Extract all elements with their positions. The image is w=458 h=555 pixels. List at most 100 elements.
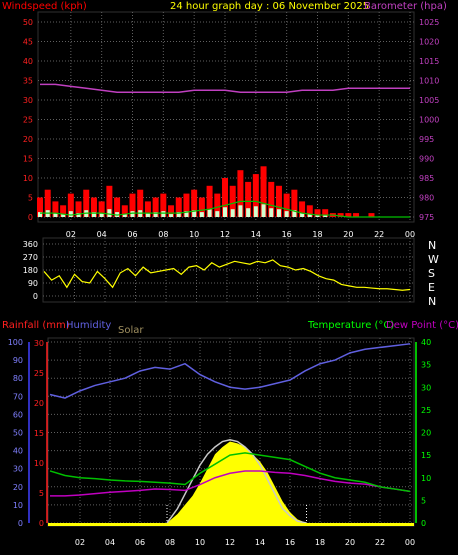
baro-y-tick-label: 1025 bbox=[419, 18, 439, 27]
wind-gust-bar bbox=[114, 197, 121, 217]
wind-average-line bbox=[40, 200, 410, 218]
wind-gust-bar bbox=[60, 205, 67, 217]
compass-tick-label: W bbox=[428, 253, 439, 266]
wind-y-tick-label: 45 bbox=[23, 38, 33, 47]
wind-gust-bar bbox=[299, 201, 306, 217]
bot-x-tick-label: 02 bbox=[75, 538, 85, 547]
wind-speed-bar bbox=[269, 208, 274, 217]
wind-speed-bar bbox=[169, 214, 174, 217]
wind-gust-bar bbox=[90, 197, 97, 217]
rain-y-tick-label: 15 bbox=[34, 429, 44, 438]
wind-gust-bar bbox=[67, 193, 74, 217]
wind-speed-bar bbox=[199, 212, 204, 217]
wind-speed-bar bbox=[230, 209, 235, 217]
wind-gust-bar bbox=[368, 213, 375, 217]
wind-speed-bar bbox=[184, 211, 189, 217]
wind-y-tick-label: 10 bbox=[23, 174, 33, 183]
top-x-tick-label: 16 bbox=[282, 230, 292, 239]
wind-y-tick-label: 50 bbox=[23, 18, 33, 27]
baro-y-tick-label: 1005 bbox=[419, 96, 439, 105]
wind-speed-bar bbox=[122, 214, 127, 217]
bot-x-tick-label: 14 bbox=[255, 538, 265, 547]
direction-y-tick-label: 270 bbox=[23, 253, 38, 262]
baro-y-tick-label: 990 bbox=[419, 155, 434, 164]
temp-y-tick-label: 0 bbox=[421, 519, 426, 528]
wind-speed-bar bbox=[223, 207, 227, 217]
bot-x-tick-label: 06 bbox=[135, 538, 145, 547]
bot-x-tick-label: 04 bbox=[105, 538, 115, 547]
wind-speed-bar bbox=[315, 215, 320, 217]
wind-gust-bar bbox=[121, 205, 128, 217]
wind-gust-bar bbox=[75, 201, 82, 217]
direction-grid bbox=[43, 238, 414, 302]
wind-gust-bar bbox=[237, 170, 244, 217]
compass-tick-label: S bbox=[428, 267, 435, 280]
wind-speed-bar bbox=[276, 209, 281, 217]
baro-y-tick-label: 980 bbox=[419, 194, 434, 203]
wind-speed-bar bbox=[68, 211, 73, 217]
wind-speed-bar bbox=[192, 210, 197, 217]
wind-speed-bar bbox=[246, 208, 251, 217]
top-x-tick-label: 12 bbox=[220, 230, 230, 239]
dewpoint-line bbox=[50, 470, 411, 497]
humidity-y-tick-label: 40 bbox=[13, 447, 23, 456]
temp-y-tick-label: 30 bbox=[421, 383, 431, 392]
wind-gust-bar bbox=[183, 193, 190, 217]
direction-y-tick-label: 90 bbox=[28, 279, 38, 288]
bot-x-tick-label: 16 bbox=[285, 538, 295, 547]
humidity-y-tick-label: 20 bbox=[13, 483, 23, 492]
humidity-y-tick-label: 60 bbox=[13, 410, 23, 419]
bot-x-tick-label: 20 bbox=[345, 538, 355, 547]
wind-gust-bar bbox=[337, 213, 344, 217]
top-series bbox=[37, 83, 410, 218]
top-x-tick-label: 14 bbox=[251, 230, 261, 239]
wind-gust-bar bbox=[245, 181, 252, 217]
wind-gust-bar bbox=[198, 197, 205, 217]
direction-y-tick-label: 360 bbox=[23, 240, 38, 249]
top-x-tick-label: 22 bbox=[374, 230, 384, 239]
wind-speed-bar bbox=[107, 209, 112, 217]
wind-gust-bar bbox=[129, 193, 136, 217]
wind-y-tick-label: 40 bbox=[23, 57, 33, 66]
top-x-tick-label: 04 bbox=[97, 230, 107, 239]
wind-y-tick-label: 35 bbox=[23, 77, 33, 86]
barometer-line bbox=[40, 83, 410, 93]
bot-x-tick-label: 10 bbox=[195, 538, 205, 547]
wind-axis-title: Windspeed (kph) bbox=[2, 1, 87, 12]
wind-gust-bar bbox=[260, 166, 267, 217]
wind-speed-bar bbox=[161, 211, 166, 217]
temp-y-tick-label: 40 bbox=[421, 338, 431, 347]
top-x-tick-label: 10 bbox=[189, 230, 199, 239]
wind-gust-bar bbox=[191, 189, 198, 217]
wind-speed-bar bbox=[207, 209, 212, 217]
wind-y-tick-label: 25 bbox=[23, 116, 33, 125]
humidity-axis-title: Humidity bbox=[66, 320, 111, 331]
wind-gust-bar bbox=[252, 174, 259, 217]
baro-y-tick-label: 975 bbox=[419, 213, 434, 222]
wind-y-tick-label: 0 bbox=[28, 213, 33, 222]
humidity-line bbox=[49, 343, 411, 399]
wind-gust-bar bbox=[175, 197, 182, 217]
wind-gust-bar bbox=[206, 185, 213, 217]
humidity-y-tick-label: 90 bbox=[13, 356, 23, 365]
top-x-tick-label: 02 bbox=[66, 230, 76, 239]
baro-y-tick-label: 1000 bbox=[419, 116, 439, 125]
wind-y-tick-label: 20 bbox=[23, 135, 33, 144]
wind-gust-bar bbox=[160, 193, 167, 217]
wind-direction-line bbox=[43, 259, 411, 291]
wind-gust-bar bbox=[229, 185, 236, 217]
wind-speed-bar bbox=[130, 211, 135, 217]
top-x-tick-label: 00 bbox=[405, 230, 415, 239]
top-x-tick-label: 20 bbox=[343, 230, 353, 239]
temp-y-tick-label: 5 bbox=[421, 496, 426, 505]
wind-speed-bar bbox=[38, 212, 42, 217]
wind-gust-bar bbox=[314, 209, 321, 217]
bottom-tick-labels: 02 04 06 08 10 12 14 16 18 20 22 000102030405060708… bbox=[8, 338, 431, 547]
rain-y-tick-label: 10 bbox=[34, 459, 44, 468]
temp-y-tick-label: 35 bbox=[421, 361, 431, 370]
humidity-y-tick-label: 10 bbox=[13, 501, 23, 510]
wind-gust-bar bbox=[168, 205, 175, 217]
wind-speed-bar bbox=[53, 213, 58, 217]
top-x-tick-label: 06 bbox=[127, 230, 137, 239]
